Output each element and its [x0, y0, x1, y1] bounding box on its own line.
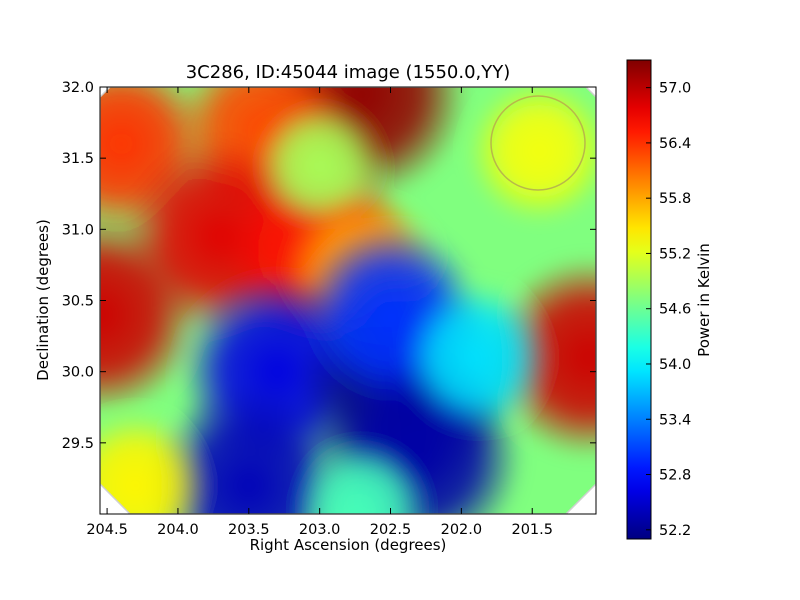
colorbar-frame: [626, 59, 652, 540]
y-tick-label: 31.5: [62, 151, 94, 167]
heatmap-feature: [296, 441, 428, 514]
colorbar-fill: [627, 60, 651, 539]
y-axis-label: Declination (degrees): [34, 219, 52, 381]
plot-area: [100, 87, 596, 514]
chart-title: 3C286, ID:45044 image (1550.0,YY): [186, 62, 511, 83]
heatmap-feature: [468, 87, 596, 222]
colorbar-tick-label: 52.8: [659, 468, 691, 484]
colorbar-tick-label: 55.2: [659, 246, 691, 262]
colorbar-tick-label: 53.4: [659, 412, 691, 428]
x-tick-label: 204.0: [157, 522, 199, 538]
colorbar-tick-label: 54.6: [659, 302, 691, 318]
colorbar-tick-label: 55.8: [659, 191, 691, 207]
x-tick-label: 201.5: [511, 522, 553, 538]
y-tick-label: 29.5: [62, 436, 94, 452]
heatmap-feature: [147, 384, 351, 514]
x-tick-label: 202.0: [441, 522, 483, 538]
beam-circle: [490, 95, 586, 191]
y-tick-label: 30.0: [62, 365, 94, 381]
octagon-corner-mask: [100, 87, 596, 514]
heatmap-feature: [489, 257, 596, 458]
colorbar: 52.2 52.8 53.4 54.0 54.6 55.2 55.8 56.4 57.0 Pow…: [626, 59, 713, 540]
y-tick-label: 31.0: [62, 222, 94, 238]
colorbar-tick-label: 56.4: [659, 136, 691, 152]
colorbar-ticks: 52.2 52.8 53.4 54.0 54.6 55.2 55.8 56.4 57.0: [646, 81, 691, 539]
x-tick-label: 203.0: [299, 522, 341, 538]
y-axis-ticks: 29.5 30.0 30.5 31.0 31.5 32.0: [62, 80, 596, 452]
y-tick-label: 30.5: [62, 294, 94, 310]
x-tick-label: 202.5: [370, 522, 412, 538]
x-axis-ticks: 204.5 204.0 203.5 203.0 202.5 202.0 201.5: [86, 87, 553, 538]
colorbar-tick-label: 57.0: [659, 81, 691, 97]
colorbar-label: Power in Kelvin: [695, 243, 713, 357]
colorbar-tick-label: 54.0: [659, 357, 691, 373]
x-tick-label: 203.5: [228, 522, 270, 538]
heatmap-feature: [100, 412, 209, 514]
heatmap-feature: [100, 215, 200, 415]
y-tick-label: 32.0: [62, 80, 94, 96]
heatmap-feature: [401, 283, 550, 432]
heatmap-features: [100, 87, 596, 514]
x-axis-label: Right Ascension (degrees): [250, 536, 447, 554]
colorbar-tick-label: 52.2: [659, 523, 691, 539]
heatmap-field: [100, 87, 596, 514]
x-tick-label: 204.5: [86, 522, 128, 538]
